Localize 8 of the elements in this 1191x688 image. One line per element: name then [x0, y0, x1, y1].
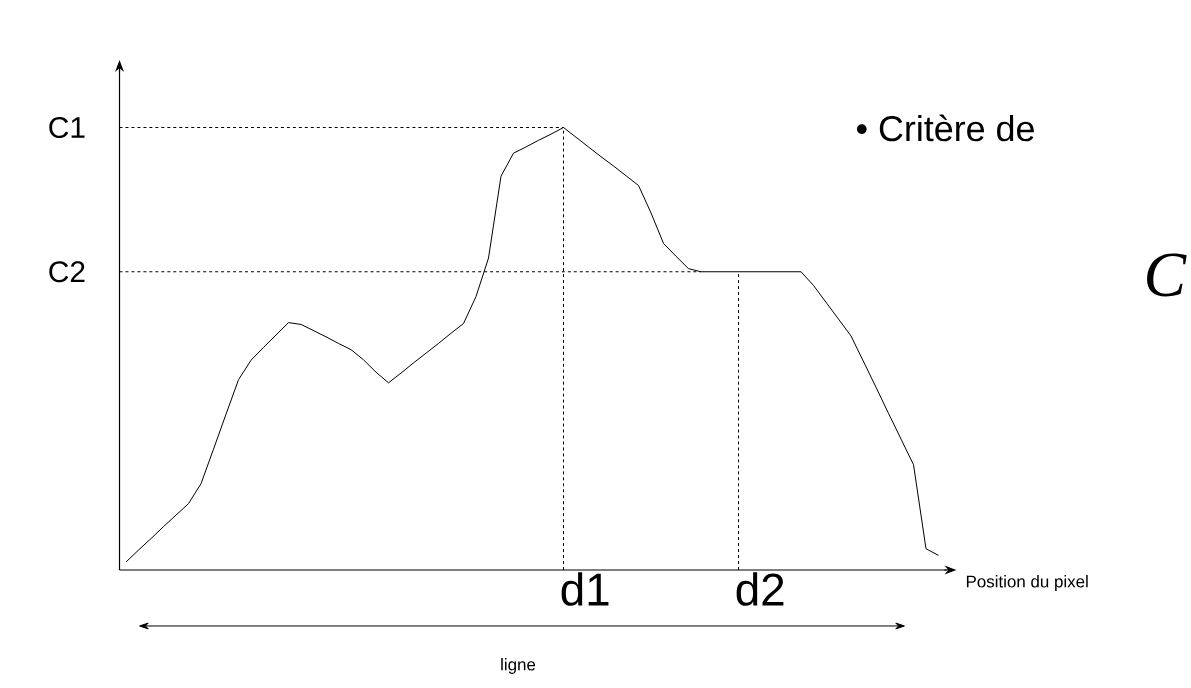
ref-line-label: C1	[49, 116, 85, 139]
text: C	[1147, 253, 1187, 297]
text: ligne	[501, 658, 536, 674]
ref-line-label: C2	[49, 261, 85, 283]
text: d2	[736, 572, 784, 606]
annotation: • Critère de	[856, 114, 1034, 142]
text: d1	[561, 572, 609, 606]
x-axis-title: Position du pixel	[966, 575, 1088, 591]
